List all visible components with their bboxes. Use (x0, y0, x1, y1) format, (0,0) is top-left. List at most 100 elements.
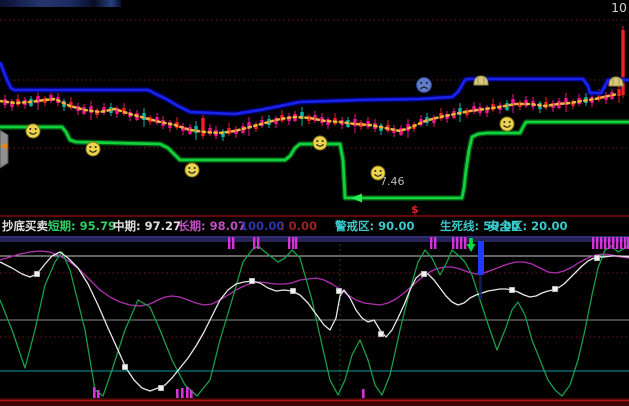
eye (94, 146, 97, 149)
mouth (29, 131, 37, 135)
candle-body (267, 119, 271, 125)
signal-tick (608, 237, 611, 249)
mouth (188, 170, 196, 174)
signal-tick (456, 237, 459, 249)
happy-smiley-icon (184, 162, 200, 178)
oscillator-line-short-term (0, 244, 629, 397)
candle-body (148, 117, 152, 122)
alert-zone-value: 警戒区: 90.00 (335, 219, 415, 233)
candle-body (621, 30, 625, 95)
candle-body (557, 101, 561, 108)
signal-tick (257, 237, 260, 249)
upper-band-line (0, 61, 629, 116)
candle-body (359, 122, 363, 127)
flag-marker-icon (0, 129, 9, 169)
signal-tick (612, 237, 615, 249)
signal-tick (288, 237, 291, 249)
down-arrow-icon (466, 238, 476, 252)
eye (316, 140, 319, 143)
candle-body (432, 117, 436, 123)
dollar-marker: $ (411, 203, 419, 216)
face (25, 123, 41, 139)
oscillator-pane[interactable] (0, 237, 629, 406)
candle-body (597, 94, 601, 100)
square-marker (121, 363, 129, 371)
mouth (419, 86, 429, 90)
candle-body (10, 101, 14, 107)
candle-body (201, 118, 205, 136)
price-note-label: 7.46 (380, 175, 405, 188)
candle-body (69, 102, 73, 108)
signal-tick (592, 237, 595, 249)
candle-body (307, 116, 311, 121)
candle-body (115, 108, 119, 114)
happy-smiley-icon (85, 141, 101, 157)
face (416, 77, 432, 93)
eye (508, 121, 511, 124)
candle-body (247, 122, 251, 129)
signal-tick (295, 237, 298, 249)
candle-body (188, 127, 192, 134)
cap (473, 75, 489, 86)
face (85, 141, 101, 157)
signal-tick (616, 237, 619, 249)
signal-tick (232, 237, 235, 249)
short-term-value: 短期: 95.79 (48, 219, 116, 233)
eye (89, 146, 92, 149)
eye (374, 170, 377, 173)
candle-body (300, 112, 304, 119)
signal-tick (292, 237, 295, 249)
oscillator-line-long-term (0, 250, 629, 307)
happy-smiley-icon (370, 165, 386, 181)
happy-smiley-icon (312, 135, 328, 151)
eye (420, 81, 423, 84)
cap-marker-icon (473, 75, 489, 86)
eye (193, 167, 196, 170)
square-marker (551, 285, 559, 293)
eye (321, 140, 324, 143)
signal-tick (624, 237, 627, 249)
happy-smiley-icon (499, 116, 515, 132)
candle-body (208, 128, 212, 134)
blue-signal-bar-tail (479, 275, 482, 299)
price-pane[interactable] (0, 19, 629, 203)
signal-tick (460, 237, 463, 249)
signal-tick (627, 237, 629, 249)
eye (503, 121, 506, 124)
candle-body (564, 98, 568, 105)
window-top-edge (0, 0, 121, 7)
candle-body (604, 95, 608, 100)
signal-tick (181, 388, 184, 399)
signal-tick (253, 237, 256, 249)
mid-term-value: 中期: 97.27 (113, 219, 181, 233)
candle-body (155, 117, 159, 123)
oscillator-line-mid-term (0, 251, 629, 392)
signal-tick (228, 237, 231, 249)
long-term-value: 长期: 98.07 (178, 219, 246, 233)
signal-tick (596, 237, 599, 249)
square-marker (508, 286, 516, 294)
mouth (374, 173, 382, 177)
mouth (89, 149, 97, 153)
candle-body (465, 110, 469, 115)
candle-body (472, 106, 476, 112)
mouth (316, 143, 324, 147)
face (370, 165, 386, 181)
square-marker (377, 330, 385, 338)
square-marker (593, 254, 601, 262)
candle-body (36, 96, 40, 103)
cap-marker-icon (608, 76, 624, 87)
square-marker (157, 384, 165, 392)
candle-body (221, 131, 225, 137)
square-marker (248, 277, 256, 285)
signal-tick (604, 237, 607, 249)
orange-arrow-icon (0, 142, 7, 150)
dotted-price-line (0, 92, 620, 135)
eye (379, 170, 382, 173)
level-0: : 0.00 (280, 219, 317, 233)
candle-body (234, 129, 238, 134)
signal-tick (176, 389, 179, 400)
eye (34, 128, 37, 131)
bottom-axis-band (0, 398, 629, 406)
